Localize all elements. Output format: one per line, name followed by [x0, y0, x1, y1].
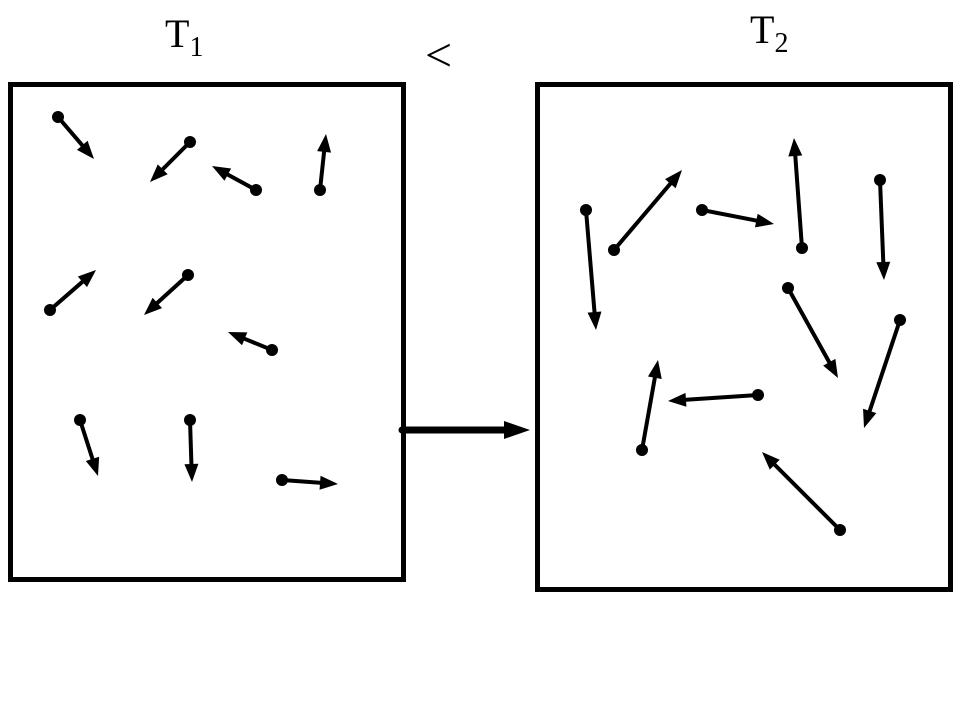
particle-left-3-arrow-icon — [314, 134, 331, 196]
particle-right-5-arrow-icon — [636, 360, 662, 456]
particle-right-9-arrow-icon — [762, 452, 846, 536]
particle-left-4-arrow-icon — [44, 270, 96, 316]
particle-left-1-arrow-icon — [150, 136, 196, 182]
diagram-canvas: T1 T2 < — [0, 0, 960, 720]
particle-right-3-arrow-icon — [788, 138, 808, 254]
particle-right-6-arrow-icon — [668, 389, 764, 407]
particle-right-1-arrow-icon — [608, 170, 682, 256]
particle-left-5-arrow-icon — [144, 269, 194, 315]
particle-right-7-arrow-icon — [782, 282, 838, 378]
particle-left-0-arrow-icon — [52, 111, 94, 159]
particle-left-9-arrow-icon — [276, 474, 338, 490]
particle-left-2-arrow-icon — [212, 166, 262, 196]
particle-right-8-arrow-icon — [863, 314, 906, 428]
vector-overlay — [0, 0, 960, 720]
center-arrow-icon — [402, 421, 530, 439]
particle-right-2-arrow-icon — [696, 204, 774, 227]
particle-right-0-arrow-icon — [580, 204, 601, 330]
particle-left-7-arrow-icon — [74, 414, 99, 476]
particle-left-6-arrow-icon — [228, 332, 278, 356]
particle-right-4-arrow-icon — [874, 174, 890, 280]
particle-left-8-arrow-icon — [184, 414, 198, 482]
